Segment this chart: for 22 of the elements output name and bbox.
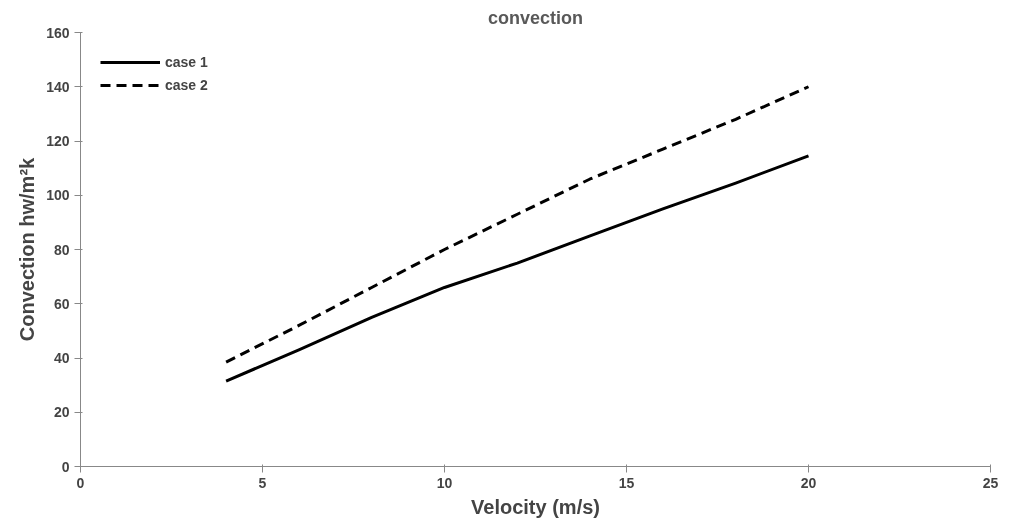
x-tick-label: 20 [800,474,817,491]
legend-label: case 1 [165,54,208,70]
y-tick-label: 20 [53,404,70,421]
y-tick-label: 60 [53,295,70,312]
x-axis-title: Velocity (m/s) [471,495,600,518]
legend-label: case 2 [165,77,208,93]
x-tick-label: 15 [618,474,635,491]
y-tick-label: 80 [53,241,70,258]
y-tick-label: 100 [46,187,70,204]
y-tick-label: 40 [53,350,70,366]
y-tick-label: 160 [46,24,70,41]
line-series [224,85,810,364]
y-tick-label: 0 [61,458,70,475]
x-tick-label: 25 [982,474,999,491]
x-tick-label: 0 [76,474,85,491]
chart-title: convection [487,7,584,28]
y-tick-label: 120 [46,133,70,149]
x-tick-label: 5 [258,474,267,491]
x-tick-label: 10 [436,474,453,491]
y-tick-label: 140 [46,78,70,95]
y-axis-title: Convection hw/m²k [16,156,39,342]
line-series [224,154,810,383]
